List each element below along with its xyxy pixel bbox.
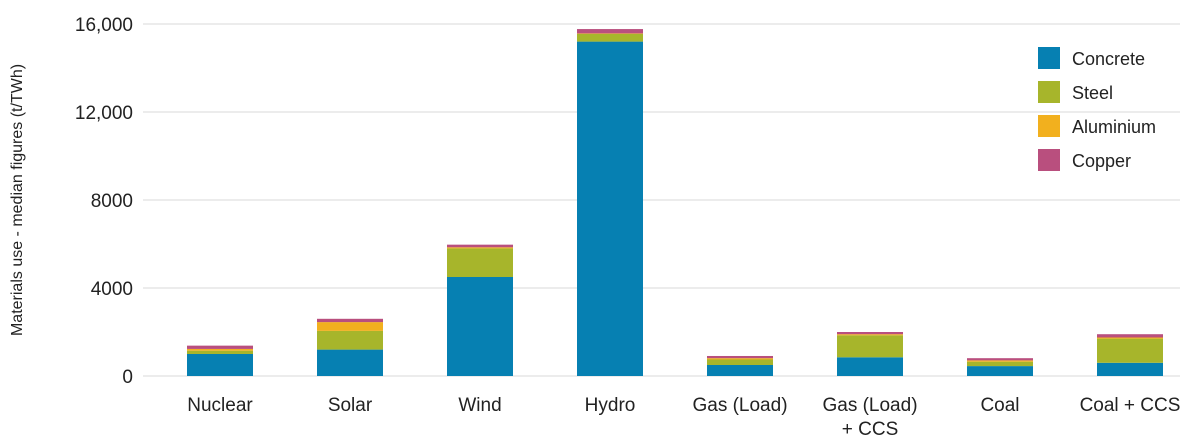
bar-segment bbox=[1097, 337, 1163, 339]
legend-swatch bbox=[1038, 149, 1060, 171]
bar-segment bbox=[187, 348, 253, 351]
bar-segment bbox=[317, 322, 383, 331]
x-tick-label: Gas (Load) bbox=[822, 395, 917, 416]
y-tick-label: 12,000 bbox=[75, 103, 133, 124]
legend-swatch bbox=[1038, 47, 1060, 69]
bar-segment bbox=[837, 332, 903, 335]
x-tick-label: + CCS bbox=[842, 419, 899, 437]
bar-segment bbox=[707, 359, 773, 365]
legend-swatch bbox=[1038, 81, 1060, 103]
legend: Concrete Steel Aluminium Copper bbox=[1038, 47, 1156, 171]
bar-segment bbox=[967, 361, 1033, 367]
y-tick-label: 0 bbox=[122, 367, 133, 388]
bar-segment bbox=[1097, 338, 1163, 363]
y-axis-ticks: 0 4000 8000 12,000 16,000 bbox=[75, 15, 133, 388]
bars bbox=[187, 29, 1163, 376]
bar-segment bbox=[447, 247, 513, 249]
bar-segment bbox=[707, 358, 773, 360]
bar-stack bbox=[1097, 334, 1163, 376]
bar-stack bbox=[447, 244, 513, 376]
legend-label: Steel bbox=[1072, 83, 1113, 103]
y-tick-label: 4000 bbox=[91, 279, 133, 300]
bar-segment bbox=[1097, 334, 1163, 338]
bar-segment bbox=[707, 355, 773, 359]
bar-segment bbox=[187, 350, 253, 354]
bar-stack bbox=[187, 345, 253, 376]
legend-swatch bbox=[1038, 115, 1060, 137]
x-tick-label: Hydro bbox=[585, 395, 636, 416]
gridlines bbox=[143, 23, 1180, 377]
bar-stack bbox=[707, 355, 773, 376]
x-tick-label: Wind bbox=[458, 395, 501, 416]
bar-segment bbox=[837, 334, 903, 336]
bar-segment bbox=[317, 318, 383, 323]
y-tick-label: 16,000 bbox=[75, 15, 133, 36]
bar-segment bbox=[187, 345, 253, 349]
x-tick-label: Gas (Load) bbox=[692, 395, 787, 416]
bar-segment bbox=[317, 330, 383, 350]
bar-stack bbox=[317, 318, 383, 376]
bar-segment bbox=[1097, 362, 1163, 376]
legend-label: Aluminium bbox=[1072, 117, 1156, 137]
bar-segment bbox=[707, 365, 773, 376]
bar-segment bbox=[967, 360, 1033, 362]
bar-segment bbox=[187, 354, 253, 376]
bar-segment bbox=[967, 366, 1033, 376]
bar-segment bbox=[447, 248, 513, 277]
y-axis-label: Materials use - median figures (t/TWh) bbox=[9, 64, 26, 336]
bar-segment bbox=[837, 335, 903, 358]
legend-label: Concrete bbox=[1072, 49, 1145, 69]
x-tick-label: Coal bbox=[980, 395, 1019, 416]
bar-segment bbox=[317, 349, 383, 376]
bar-stack bbox=[967, 358, 1033, 376]
bar-segment bbox=[577, 33, 643, 42]
bar-segment bbox=[967, 358, 1033, 361]
y-tick-label: 8000 bbox=[91, 191, 133, 212]
x-axis-ticks: Nuclear Solar Wind Hydro Gas (Load) Gas (Load… bbox=[187, 395, 1180, 437]
bar-segment bbox=[447, 277, 513, 376]
x-tick-label: Solar bbox=[328, 395, 373, 416]
bar-stack bbox=[577, 29, 643, 376]
x-tick-label: Nuclear bbox=[187, 395, 253, 416]
bar-stack bbox=[837, 332, 903, 376]
bar-segment bbox=[837, 357, 903, 376]
x-tick-label: Coal + CCS bbox=[1080, 395, 1181, 416]
legend-label: Copper bbox=[1072, 151, 1131, 171]
bar-segment bbox=[577, 41, 643, 376]
bar-segment bbox=[577, 29, 643, 34]
bar-segment bbox=[447, 244, 513, 248]
